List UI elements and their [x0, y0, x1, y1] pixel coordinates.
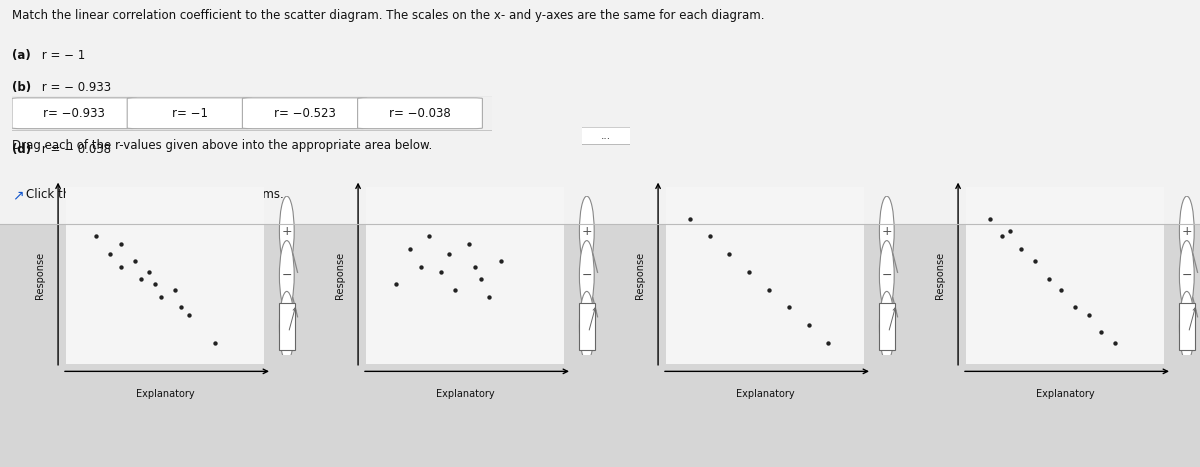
Text: r= −0.038: r= −0.038 [389, 107, 451, 120]
Circle shape [880, 241, 894, 311]
Text: Response: Response [335, 252, 346, 299]
Text: r = − 1: r = − 1 [38, 50, 85, 62]
Text: Explanatory: Explanatory [736, 389, 794, 399]
Point [112, 263, 131, 270]
Point [779, 304, 798, 311]
FancyBboxPatch shape [1180, 303, 1194, 350]
Point [179, 311, 198, 318]
Text: (d): (d) [12, 143, 31, 156]
Text: −: − [882, 269, 892, 282]
Point [1012, 245, 1031, 253]
Text: r= −1: r= −1 [172, 107, 208, 120]
Circle shape [280, 291, 294, 361]
Point [992, 233, 1012, 240]
FancyBboxPatch shape [580, 303, 594, 350]
Circle shape [1180, 291, 1194, 361]
Text: (a): (a) [12, 50, 31, 62]
Text: ↗: ↗ [12, 188, 24, 202]
Text: Drag each of the r-values given above into the appropriate area below.: Drag each of the r-values given above in… [12, 140, 432, 152]
Point [420, 233, 439, 240]
Point [439, 250, 458, 258]
Text: −: − [282, 269, 292, 282]
Point [100, 250, 119, 258]
Point [479, 293, 498, 301]
Text: r= −0.933: r= −0.933 [43, 107, 106, 120]
Text: r = − 0.038: r = − 0.038 [38, 143, 112, 156]
Circle shape [880, 196, 894, 266]
Text: ...: ... [601, 131, 611, 141]
Circle shape [280, 241, 294, 311]
Text: +: + [582, 225, 592, 238]
FancyBboxPatch shape [581, 127, 631, 145]
Circle shape [880, 291, 894, 361]
Circle shape [580, 196, 594, 266]
Point [386, 281, 406, 288]
Point [400, 245, 419, 253]
Circle shape [1180, 196, 1194, 266]
Text: −: − [582, 269, 592, 282]
Text: r= −0.523: r= −0.523 [274, 107, 336, 120]
Point [139, 268, 158, 276]
Point [472, 276, 491, 283]
Point [151, 293, 170, 301]
Point [466, 263, 485, 270]
Text: Click the icon to view the scatter diagrams.: Click the icon to view the scatter diagr… [26, 188, 284, 201]
Circle shape [1180, 241, 1194, 311]
Point [980, 215, 1000, 222]
Point [126, 258, 145, 265]
Point [145, 281, 164, 288]
FancyBboxPatch shape [242, 98, 367, 128]
Point [205, 339, 224, 347]
Point [491, 258, 510, 265]
Point [720, 250, 739, 258]
Point [1091, 329, 1110, 336]
Point [1051, 286, 1070, 293]
Point [760, 286, 779, 293]
Point [412, 263, 431, 270]
Text: r = − 0.523: r = − 0.523 [38, 112, 112, 125]
Point [680, 215, 700, 222]
Text: Response: Response [935, 252, 946, 299]
FancyBboxPatch shape [358, 98, 482, 128]
Circle shape [580, 291, 594, 361]
Point [1026, 258, 1045, 265]
Point [739, 268, 758, 276]
Text: r = − 0.933: r = − 0.933 [38, 81, 112, 94]
Point [1000, 227, 1019, 235]
Point [1039, 276, 1058, 283]
Text: +: + [282, 225, 292, 238]
Point [132, 276, 151, 283]
Text: Response: Response [35, 252, 46, 299]
Text: +: + [882, 225, 892, 238]
Circle shape [280, 196, 294, 266]
FancyBboxPatch shape [280, 303, 294, 350]
Text: Explanatory: Explanatory [136, 389, 194, 399]
Text: −: − [1182, 269, 1192, 282]
Point [172, 304, 191, 311]
Point [445, 286, 464, 293]
Text: (b): (b) [12, 81, 31, 94]
Circle shape [580, 241, 594, 311]
Text: Response: Response [635, 252, 646, 299]
Text: Explanatory: Explanatory [436, 389, 494, 399]
Point [818, 339, 838, 347]
Point [1079, 311, 1098, 318]
FancyBboxPatch shape [7, 95, 497, 131]
Text: Explanatory: Explanatory [1036, 389, 1094, 399]
Point [166, 286, 185, 293]
Point [1066, 304, 1085, 311]
Point [799, 321, 818, 329]
Point [112, 240, 131, 248]
FancyBboxPatch shape [880, 303, 894, 350]
Text: (c): (c) [12, 112, 30, 125]
Point [460, 240, 479, 248]
FancyBboxPatch shape [12, 98, 137, 128]
Point [86, 233, 106, 240]
Point [700, 233, 719, 240]
Point [1105, 339, 1124, 347]
Point [432, 268, 451, 276]
Text: Match the linear correlation coefficient to the scatter diagram. The scales on t: Match the linear correlation coefficient… [12, 9, 764, 22]
FancyBboxPatch shape [127, 98, 252, 128]
Text: +: + [1182, 225, 1192, 238]
